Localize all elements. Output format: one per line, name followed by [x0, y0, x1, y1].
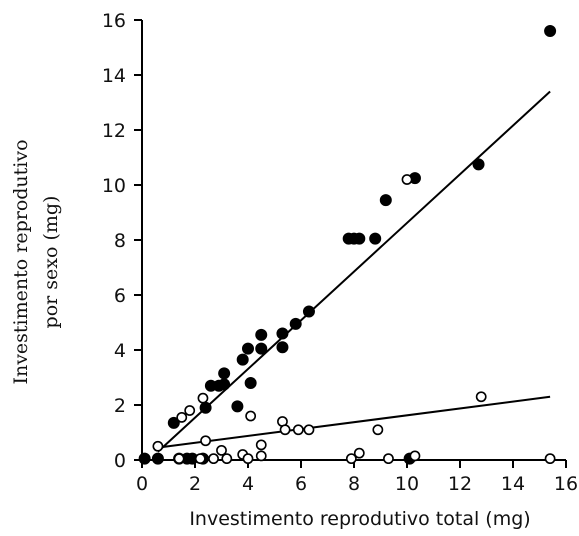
open-point	[242, 453, 254, 465]
open-point	[292, 424, 304, 436]
filled-point	[276, 327, 289, 340]
x-tick-label: 4	[242, 473, 254, 495]
y-axis-title-line-2: por sexo (mg)	[40, 196, 62, 329]
open-point	[221, 453, 233, 465]
x-tick-label: 6	[295, 473, 307, 495]
x-tick-label: 14	[501, 473, 525, 495]
y-ticks: 0 2 4 6 8 10 12 14 16	[102, 10, 142, 472]
filled-point	[167, 416, 180, 429]
open-point	[208, 453, 219, 465]
x-tick-label: 12	[448, 473, 472, 495]
regression-line	[157, 90, 551, 453]
y-axis-title-line-1: Investimento reprodutivo	[10, 139, 32, 384]
x-tick-label: 8	[348, 473, 360, 495]
filled-point	[242, 342, 254, 355]
open-point	[345, 453, 357, 465]
open-point	[194, 453, 206, 465]
x-tick-label: 16	[554, 473, 578, 495]
data-points	[138, 25, 557, 465]
open-point	[353, 447, 365, 459]
x-tick-label: 0	[136, 473, 148, 495]
x-ticks: 0 2 4 6 8 10 12 14 16	[136, 460, 578, 495]
y-tick-label: 0	[114, 450, 126, 472]
open-point	[245, 410, 257, 422]
filled-point	[544, 25, 557, 37]
open-point	[544, 453, 556, 465]
open-point	[372, 424, 384, 436]
open-point	[152, 440, 164, 452]
x-tick-label: 10	[395, 473, 419, 495]
filled-point	[218, 367, 231, 380]
open-point	[303, 424, 315, 436]
y-tick-label: 16	[102, 10, 126, 32]
regression-line	[157, 395, 551, 449]
filled-point	[244, 377, 257, 389]
open-point	[197, 392, 209, 404]
filled-point	[151, 452, 164, 465]
y-tick-label: 6	[114, 285, 126, 307]
filled-point	[199, 401, 212, 414]
open-point	[475, 391, 487, 403]
filled-point	[138, 452, 151, 465]
filled-point	[255, 328, 268, 341]
filled-point	[236, 353, 249, 366]
filled-point	[353, 232, 366, 245]
open-point	[184, 405, 196, 416]
filled-point	[218, 378, 231, 391]
open-point	[216, 444, 227, 456]
filled-point	[255, 342, 268, 355]
x-axis-title: Investimento reprodutivo total (mg)	[189, 508, 530, 530]
filled-point	[472, 158, 485, 171]
y-tick-label: 2	[114, 395, 126, 417]
x-tick-label: 2	[189, 473, 201, 495]
y-tick-label: 12	[102, 120, 126, 142]
y-tick-label: 8	[114, 230, 126, 252]
open-point	[255, 439, 267, 451]
filled-point	[369, 232, 382, 245]
filled-point	[231, 400, 244, 413]
y-tick-label: 4	[114, 340, 126, 362]
open-point	[383, 453, 394, 465]
open-point	[173, 453, 185, 465]
y-axis-title: Investimento reprodutivo por sexo (mg)	[10, 139, 62, 384]
open-point	[409, 450, 421, 462]
open-point	[200, 435, 211, 447]
open-point	[176, 411, 188, 423]
open-point	[401, 174, 413, 185]
open-point	[279, 424, 291, 436]
y-tick-label: 10	[102, 175, 126, 197]
filled-point	[276, 341, 289, 354]
open-point	[255, 450, 267, 462]
filled-point	[302, 305, 315, 318]
y-tick-label: 14	[102, 65, 126, 87]
filled-point	[379, 194, 392, 207]
filled-point	[289, 317, 302, 330]
